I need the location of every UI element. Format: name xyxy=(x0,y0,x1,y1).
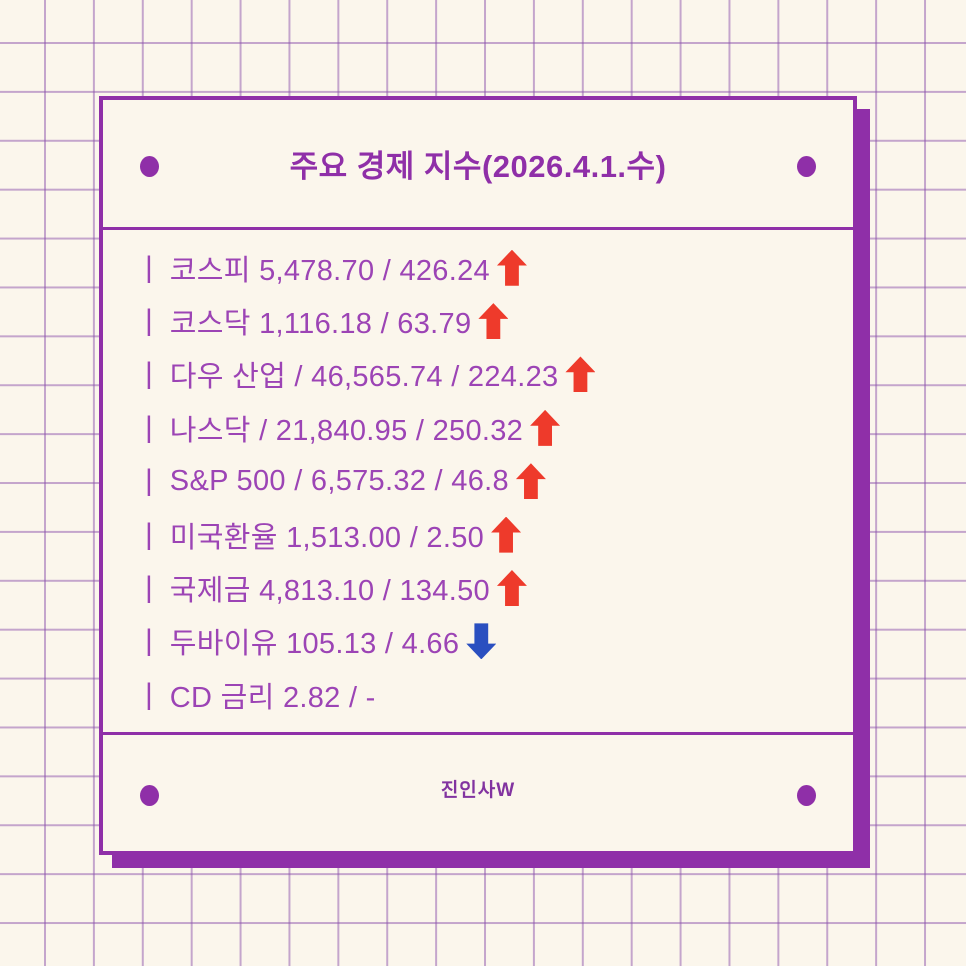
up-arrow-icon xyxy=(491,516,522,553)
index-bullet: | xyxy=(145,464,153,498)
header-right-dot-icon xyxy=(797,156,816,177)
up-arrow-icon xyxy=(496,570,527,607)
index-line: 코스피 5,478.70 / 426.24 xyxy=(169,254,490,287)
index-bullet: | xyxy=(145,357,153,391)
footer-signature: 진인사W xyxy=(440,779,516,801)
up-arrow-icon xyxy=(515,463,546,500)
down-arrow-icon xyxy=(466,623,497,660)
index-row: | 미국환율 1,513.00 / 2.50 xyxy=(145,508,833,561)
footer-left-dot-icon xyxy=(140,785,159,806)
index-line: 두바이유 105.13 / 4.66 xyxy=(169,628,460,661)
card-header: 주요 경제 지수(2026.4.1.수) xyxy=(103,100,853,227)
index-bullet: | xyxy=(145,677,153,711)
index-row: | 코스닥 1,116.18 / 63.79 xyxy=(145,294,833,347)
index-bullet: | xyxy=(145,304,153,338)
index-row: | 나스닥 / 21,840.95 / 250.32 xyxy=(145,401,833,454)
economic-index-card: 주요 경제 지수(2026.4.1.수) | 코스피 5,478.70 / 42… xyxy=(99,96,857,855)
header-left-dot-icon xyxy=(140,156,159,177)
index-row: | S&P 500 / 6,575.32 / 46.8 xyxy=(145,455,833,508)
header-divider xyxy=(103,227,853,230)
index-line: 다우 산업 / 46,565.74 / 224.23 xyxy=(169,361,559,394)
index-line: CD 금리 2.82 / - xyxy=(169,681,376,714)
index-row: | 국제금 4,813.10 / 134.50 xyxy=(145,561,833,614)
index-row: | CD 금리 2.82 / - xyxy=(145,668,833,721)
index-row: | 코스피 5,478.70 / 426.24 xyxy=(145,241,833,294)
index-line: 국제금 4,813.10 / 134.50 xyxy=(169,575,490,608)
index-line: 미국환율 1,513.00 / 2.50 xyxy=(169,521,485,554)
index-list: | 코스피 5,478.70 / 426.24 | 코스닥 1,116.18 /… xyxy=(103,230,853,732)
up-arrow-icon xyxy=(565,356,596,393)
index-row: | 두바이유 105.13 / 4.66 xyxy=(145,615,833,668)
page-title: 주요 경제 지수(2026.4.1.수) xyxy=(289,149,667,184)
footer-right-dot-icon xyxy=(797,785,816,806)
index-bullet: | xyxy=(145,250,153,284)
index-bullet: | xyxy=(145,517,153,551)
card-footer: 진인사W xyxy=(103,735,853,851)
up-arrow-icon xyxy=(478,303,509,340)
index-bullet: | xyxy=(145,624,153,658)
up-arrow-icon xyxy=(530,409,561,446)
index-line: 코스닥 1,116.18 / 63.79 xyxy=(169,308,472,341)
up-arrow-icon xyxy=(496,249,527,286)
index-bullet: | xyxy=(145,410,153,444)
footer-divider xyxy=(103,732,853,735)
index-line: S&P 500 / 6,575.32 / 46.8 xyxy=(169,464,509,497)
index-line: 나스닥 / 21,840.95 / 250.32 xyxy=(169,414,524,447)
index-row: | 다우 산업 / 46,565.74 / 224.23 xyxy=(145,348,833,401)
index-bullet: | xyxy=(145,571,153,605)
